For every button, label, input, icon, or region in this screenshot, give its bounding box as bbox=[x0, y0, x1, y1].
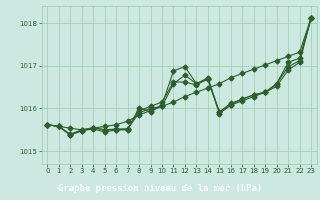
Text: Graphe pression niveau de la mer (hPa): Graphe pression niveau de la mer (hPa) bbox=[58, 184, 262, 193]
